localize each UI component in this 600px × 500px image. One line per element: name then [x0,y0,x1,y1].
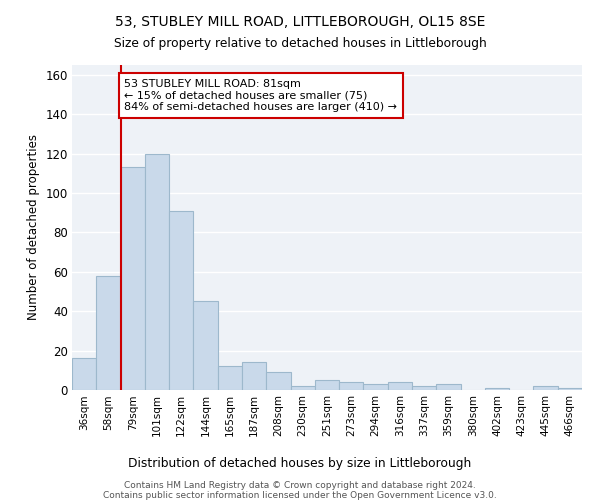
Text: Contains public sector information licensed under the Open Government Licence v3: Contains public sector information licen… [103,491,497,500]
Text: 53, STUBLEY MILL ROAD, LITTLEBOROUGH, OL15 8SE: 53, STUBLEY MILL ROAD, LITTLEBOROUGH, OL… [115,15,485,29]
Bar [266,372,290,390]
Bar [145,154,169,390]
Bar [315,380,339,390]
Bar [290,386,315,390]
Bar [169,211,193,390]
Y-axis label: Number of detached properties: Number of detached properties [27,134,40,320]
Bar [242,362,266,390]
Bar [364,384,388,390]
Text: Contains HM Land Registry data © Crown copyright and database right 2024.: Contains HM Land Registry data © Crown c… [124,481,476,490]
Bar [436,384,461,390]
Bar [558,388,582,390]
Bar [72,358,96,390]
Bar [193,302,218,390]
Bar [533,386,558,390]
Bar [121,168,145,390]
Text: Distribution of detached houses by size in Littleborough: Distribution of detached houses by size … [128,458,472,470]
Text: 53 STUBLEY MILL ROAD: 81sqm
← 15% of detached houses are smaller (75)
84% of sem: 53 STUBLEY MILL ROAD: 81sqm ← 15% of det… [124,79,397,112]
Bar [339,382,364,390]
Bar [218,366,242,390]
Bar [412,386,436,390]
Bar [96,276,121,390]
Bar [388,382,412,390]
Text: Size of property relative to detached houses in Littleborough: Size of property relative to detached ho… [113,38,487,51]
Bar [485,388,509,390]
